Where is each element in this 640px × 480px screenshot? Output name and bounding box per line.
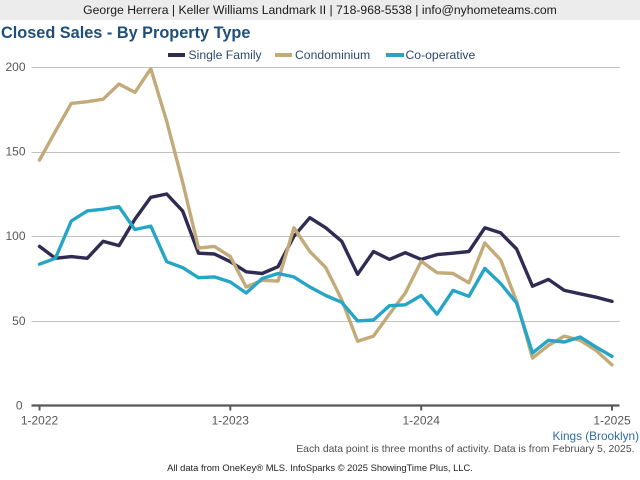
svg-text:50: 50: [12, 314, 26, 328]
svg-text:1-2025: 1-2025: [593, 414, 631, 428]
svg-text:1-2024: 1-2024: [403, 414, 441, 428]
svg-text:1-2022: 1-2022: [21, 414, 59, 428]
svg-text:150: 150: [5, 145, 25, 159]
svg-text:1-2023: 1-2023: [212, 414, 250, 428]
svg-text:200: 200: [5, 60, 25, 74]
svg-text:100: 100: [5, 229, 25, 243]
svg-text:0: 0: [16, 398, 23, 412]
